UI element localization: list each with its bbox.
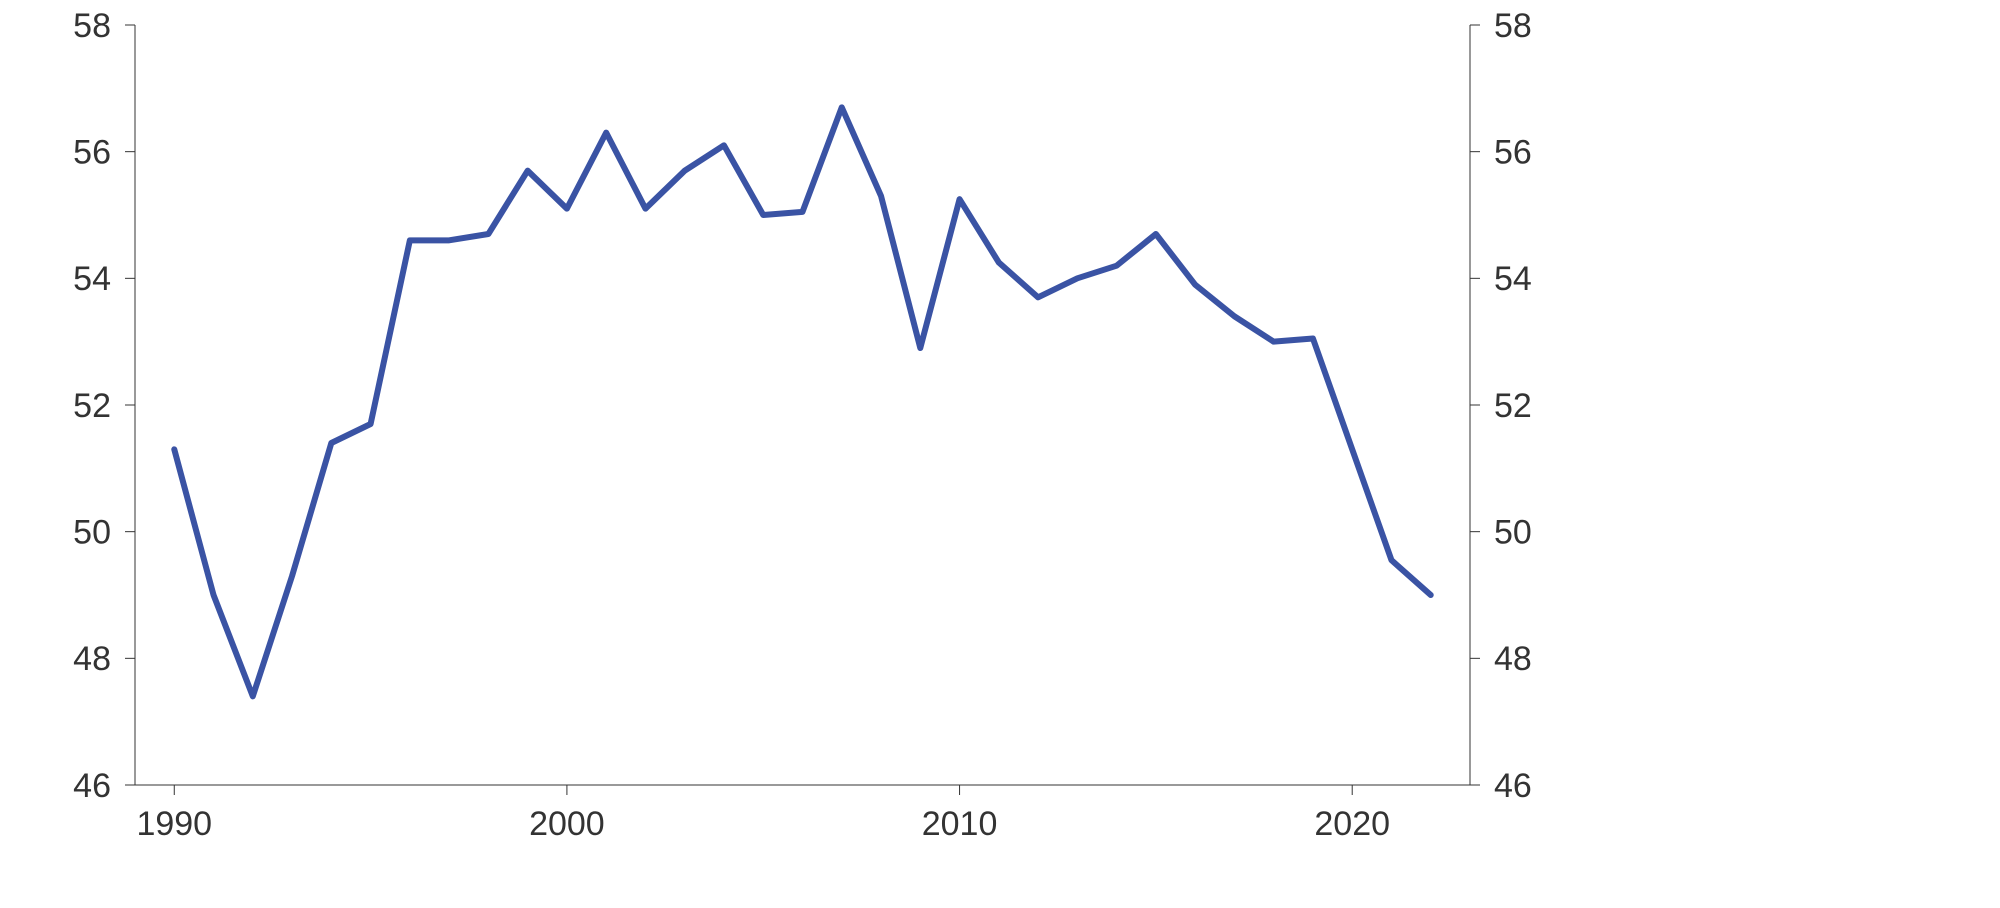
y-tick-label-left: 56: [73, 134, 111, 172]
y-tick-label-left: 52: [73, 387, 111, 425]
y-tick-label-left: 50: [73, 514, 111, 552]
y-tick-label-left: 58: [73, 7, 111, 45]
y-tick-label-right: 48: [1494, 640, 1532, 678]
line-chart: 1990 2000 2010 2020 46 46 48 48 50 50 52 52 54 54 56 56…: [0, 0, 2000, 908]
y-tick-label-right: 46: [1494, 767, 1532, 805]
chart-background: [0, 0, 2000, 908]
y-tick-label-right: 54: [1494, 260, 1532, 298]
x-tick-label: 2020: [1314, 805, 1390, 843]
x-tick-label: 2010: [922, 805, 998, 843]
y-tick-label-left: 46: [73, 767, 111, 805]
x-tick-label: 2000: [529, 805, 605, 843]
y-tick-label-right: 50: [1494, 514, 1532, 552]
y-tick-label-left: 48: [73, 640, 111, 678]
y-tick-label-right: 58: [1494, 7, 1532, 45]
chart-svg: 1990 2000 2010 2020 46 46 48 48 50 50 52 52 54 54 56 56…: [0, 0, 2000, 908]
y-tick-label-right: 52: [1494, 387, 1532, 425]
y-tick-label-left: 54: [73, 260, 111, 298]
y-tick-label-right: 56: [1494, 134, 1532, 172]
x-tick-label: 1990: [136, 805, 212, 843]
